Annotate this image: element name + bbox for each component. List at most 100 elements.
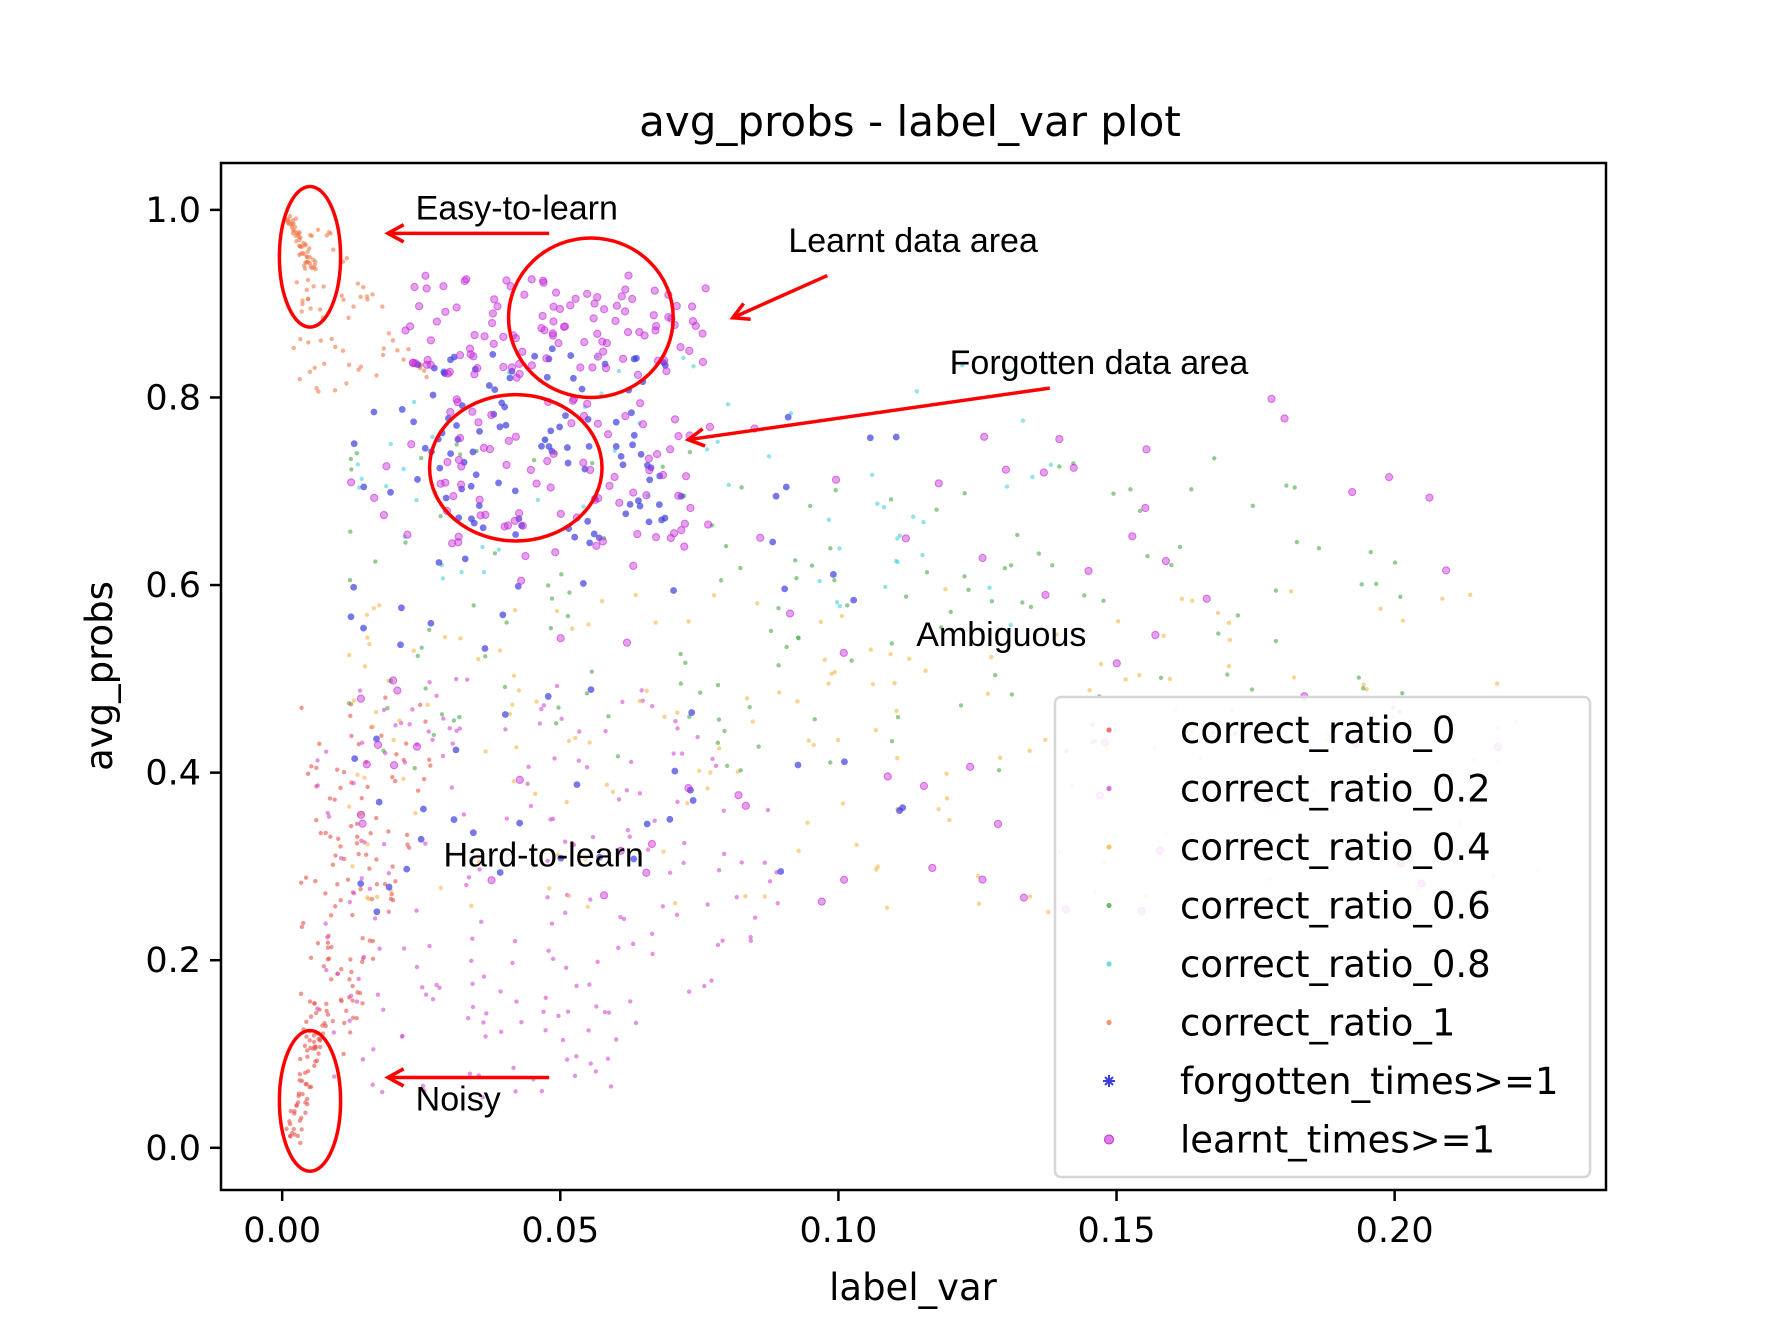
data-point: [362, 664, 368, 669]
data-point: [329, 945, 334, 950]
data-point: [578, 385, 586, 393]
data-point: [545, 583, 551, 588]
data-point: [450, 353, 458, 361]
data-point: [446, 407, 455, 417]
data-point: [615, 754, 621, 759]
data-point: [370, 408, 378, 416]
data-point: [811, 742, 816, 748]
data-point: [943, 586, 948, 592]
data-point: [363, 852, 369, 857]
data-point: [677, 492, 685, 500]
data-point: [612, 418, 620, 426]
data-point: [1123, 677, 1128, 682]
data-point: [457, 452, 463, 457]
data-point: [748, 938, 754, 943]
data-point: [492, 551, 498, 556]
data-point: [1284, 483, 1289, 488]
data-point: [837, 603, 843, 609]
data-point: [677, 526, 686, 535]
data-point: [425, 702, 430, 707]
data-point: [356, 976, 361, 982]
data-point: [934, 507, 939, 512]
data-point: [349, 467, 354, 472]
data-point: [323, 891, 328, 896]
data-point: [1316, 546, 1322, 551]
data-point: [708, 770, 713, 775]
data-point: [313, 878, 318, 884]
data-point: [480, 332, 489, 341]
data-point: [521, 551, 530, 561]
data-point: [626, 500, 634, 508]
data-point: [454, 442, 459, 447]
data-point: [526, 465, 535, 475]
data-point: [290, 231, 296, 236]
data-point: [686, 503, 695, 513]
data-point: [304, 1048, 310, 1053]
data-point: [776, 663, 781, 668]
data-point: [678, 681, 684, 686]
data-point: [308, 1045, 313, 1051]
data-point: [365, 635, 370, 640]
data-point: [364, 294, 370, 299]
data-point: [379, 1089, 385, 1095]
data-point: [1267, 394, 1276, 404]
data-point: [294, 280, 300, 285]
data-point: [411, 648, 417, 653]
data-point: [347, 478, 356, 487]
data-point: [468, 407, 477, 416]
data-point: [711, 593, 717, 598]
data-point: [379, 510, 389, 520]
data-point: [1028, 604, 1034, 610]
data-point: [386, 909, 391, 914]
data-point: [358, 364, 364, 369]
data-point: [818, 619, 824, 625]
legend-label: learnt_times>=1: [1180, 1119, 1495, 1162]
data-point: [496, 547, 502, 552]
series-correct-ratio-0-2: [315, 676, 780, 1100]
data-point: [287, 213, 293, 219]
data-point: [366, 896, 372, 902]
data-point: [412, 742, 422, 751]
data-point: [324, 967, 329, 973]
data-point: [389, 676, 398, 685]
y-tick-label: 0.2: [145, 941, 201, 981]
data-point: [350, 864, 355, 869]
highlight-ellipse: [506, 236, 675, 400]
data-point: [629, 561, 638, 571]
data-point: [647, 839, 657, 849]
data-point: [1288, 589, 1294, 594]
data-point: [923, 668, 928, 673]
data-point: [559, 322, 569, 332]
data-point: [360, 483, 368, 491]
data-point: [355, 772, 360, 778]
data-point: [381, 707, 387, 713]
data-point: [698, 357, 708, 367]
data-point: [554, 683, 560, 689]
data-point: [516, 819, 524, 827]
data-point: [1348, 487, 1357, 497]
data-point: [660, 464, 665, 469]
data-point: [466, 1015, 471, 1021]
data-point: [883, 772, 892, 781]
y-tick-label: 0.6: [145, 566, 201, 606]
data-point: [615, 498, 624, 507]
data-point: [461, 812, 467, 817]
data-point: [359, 959, 365, 965]
data-point: [543, 373, 551, 381]
data-point: [666, 445, 675, 454]
data-point: [1441, 566, 1451, 575]
data-point: [1360, 686, 1366, 691]
data-point: [625, 827, 631, 833]
data-point: [599, 598, 605, 604]
data-point: [401, 946, 407, 951]
data-point: [480, 544, 485, 550]
data-point: [318, 830, 323, 836]
data-point: [305, 277, 311, 283]
data-point: [309, 265, 314, 271]
data-point: [349, 733, 354, 739]
data-point: [673, 718, 678, 724]
data-point: [439, 282, 448, 291]
data-point: [645, 518, 653, 526]
data-point: [511, 487, 519, 495]
data-point: [341, 769, 347, 775]
